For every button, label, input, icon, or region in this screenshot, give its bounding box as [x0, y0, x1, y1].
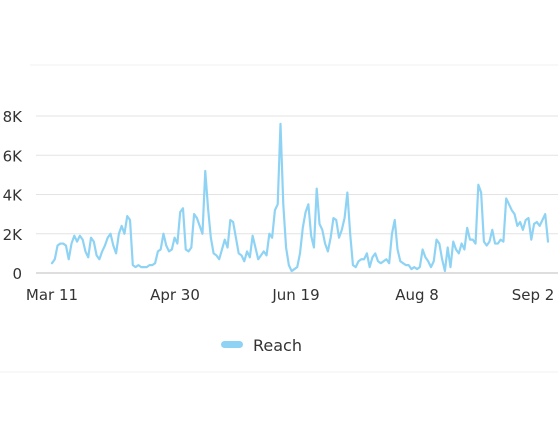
- grid-lines: [36, 115, 558, 274]
- legend-label-reach[interactable]: Reach: [253, 336, 302, 355]
- legend[interactable]: Reach: [221, 336, 302, 355]
- x-axis-ticks: Mar 11 Apr 30 Jun 19 Aug 8 Sep 2: [26, 286, 554, 304]
- x-tick-label-2: Jun 19: [271, 286, 319, 304]
- y-tick-label-0: 0: [12, 265, 22, 283]
- y-tick-label-2: 4K: [3, 187, 24, 205]
- legend-swatch-reach[interactable]: [221, 341, 243, 348]
- y-tick-label-1: 2K: [3, 226, 24, 244]
- series-line-reach: [50, 122, 550, 273]
- series-lines: [50, 122, 550, 273]
- x-tick-label-0: Mar 11: [26, 286, 78, 304]
- x-tick-label-3: Aug 8: [395, 286, 439, 304]
- x-tick-label-4: Sep 2: [512, 286, 555, 304]
- y-axis-ticks: 0 2K 4K 6K 8K: [3, 108, 24, 283]
- y-tick-label-4: 8K: [3, 108, 24, 126]
- x-tick-label-1: Apr 30: [150, 286, 200, 304]
- y-tick-label-3: 6K: [3, 147, 24, 165]
